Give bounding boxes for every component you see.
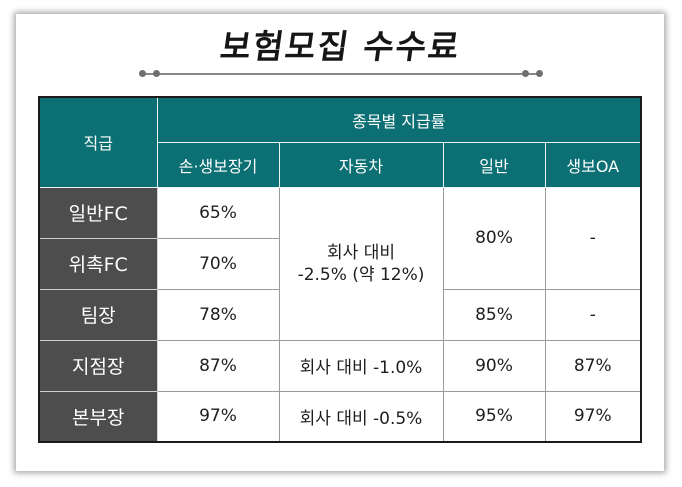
divider-dot: [522, 70, 529, 77]
table-row: 팀장 78% 85% -: [38, 288, 642, 341]
commission-table: 직급 종목별 지급률 손·생보장기 자동차 일반 생보OA 일반FC 65% 회…: [38, 96, 643, 443]
table-row: 일반FC 65% 회사 대비 -2.5% (약 12%) 80% -: [38, 186, 642, 341]
cell-long-term: 87%: [156, 339, 280, 392]
row-header: 일반FC: [38, 186, 158, 239]
cell-long-term: 65%: [156, 186, 280, 239]
divider-dot: [153, 70, 160, 77]
cell-long-term: 78%: [156, 288, 280, 341]
table-row: 지점장 87% 회사 대비 -1.0% 90% 87%: [38, 339, 642, 392]
cell-oa: 97%: [544, 390, 642, 443]
cell-oa-merged: -: [544, 186, 642, 290]
row-header: 팀장: [38, 288, 158, 341]
corner-header: 직급: [38, 96, 158, 188]
row-header: 본부장: [38, 390, 158, 443]
title-divider: [142, 73, 540, 75]
column-header-auto: 자동차: [278, 141, 444, 188]
cell-general: 85%: [442, 288, 546, 341]
cell-auto-merged-line1: 회사 대비: [327, 242, 395, 263]
cell-auto: 회사 대비 -1.0%: [278, 339, 444, 392]
cell-general: 95%: [442, 390, 546, 443]
row-header: 지점장: [38, 339, 158, 392]
cell-general: 90%: [442, 339, 546, 392]
page-title: 보험모집 수수료: [217, 27, 464, 66]
divider-dot: [139, 70, 146, 77]
column-header-general: 일반: [442, 141, 546, 188]
cell-long-term: 70%: [156, 237, 280, 290]
cell-general-merged: 80%: [442, 186, 546, 290]
table-row: 본부장 97% 회사 대비 -0.5% 95% 97%: [38, 390, 642, 443]
cell-oa: -: [544, 288, 642, 341]
cell-auto-merged-line2: -2.5% (약 12%): [297, 264, 425, 285]
cell-auto: 회사 대비 -0.5%: [278, 390, 444, 443]
column-header-oa: 생보OA: [544, 141, 642, 188]
cell-oa: 87%: [544, 339, 642, 392]
cell-auto-merged: 회사 대비 -2.5% (약 12%): [278, 186, 444, 341]
cell-long-term: 97%: [156, 390, 280, 443]
column-header-long-term: 손·생보장기: [156, 141, 280, 188]
table-row: 위촉FC 70%: [38, 237, 641, 290]
divider-dot: [536, 70, 543, 77]
row-header: 위촉FC: [38, 237, 158, 290]
group-header: 종목별 지급률: [156, 96, 642, 143]
